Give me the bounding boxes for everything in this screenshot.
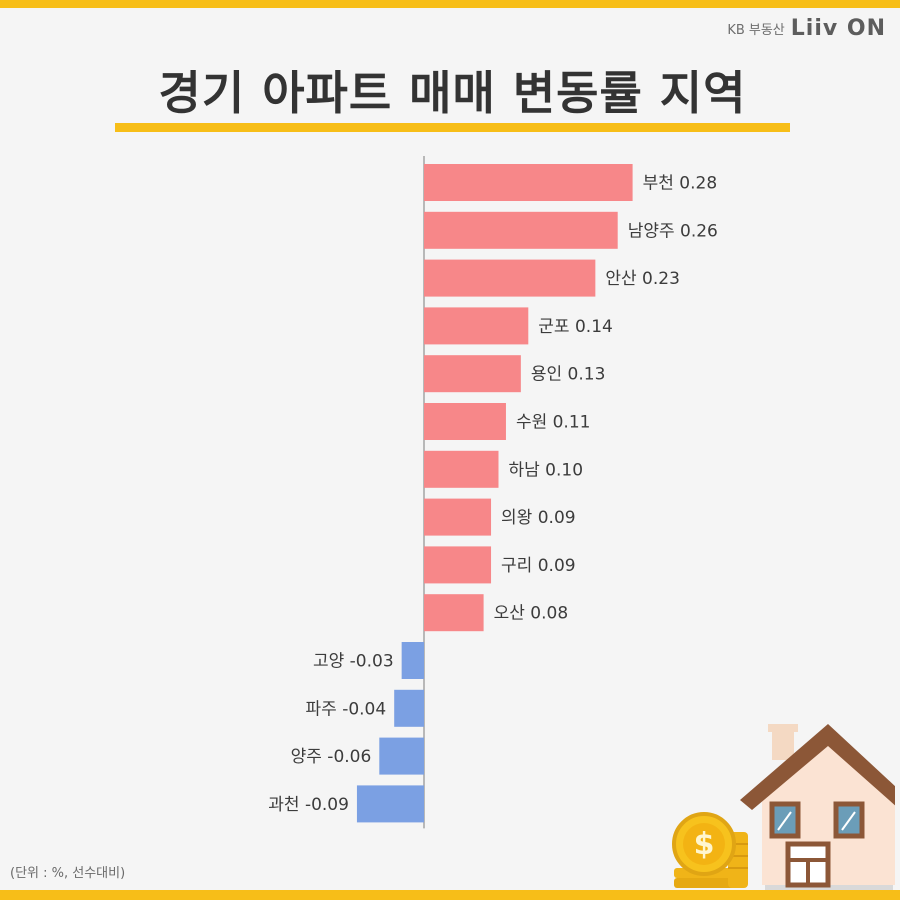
- bar-label-남양주: 남양주 0.26: [628, 221, 718, 241]
- bar-고양: [401, 642, 424, 679]
- bar-label-의왕: 의왕 0.09: [501, 508, 576, 528]
- bar-남양주: [424, 211, 618, 249]
- coin-stack-icon: $: [672, 812, 748, 888]
- brand-small-text: KB 부동산: [727, 23, 785, 38]
- page-title: 경기 아파트 매매 변동률 지역: [158, 66, 747, 120]
- bar-과천: [356, 785, 424, 823]
- bar-양주: [379, 737, 424, 775]
- bar-label-용인: 용인 0.13: [531, 365, 606, 385]
- bar-label-군포: 군포 0.14: [538, 317, 613, 337]
- bar-label-안산: 안산 0.23: [605, 269, 680, 289]
- bar-안산: [424, 259, 596, 297]
- bar-label-수원: 수원 0.11: [516, 413, 591, 433]
- bar-구리: [424, 546, 492, 584]
- bar-수원: [424, 403, 506, 440]
- bar-오산: [424, 594, 484, 632]
- bar-label-고양: 고양 -0.03: [313, 652, 394, 672]
- bar-label-하남: 하남 0.10: [509, 460, 584, 480]
- bar-군포: [424, 307, 529, 345]
- house-coins-illustration: $: [672, 724, 895, 895]
- title-underline: [115, 123, 790, 132]
- bar-파주: [394, 689, 424, 727]
- bar-label-과천: 과천 -0.09: [268, 795, 349, 815]
- bar-용인: [424, 355, 521, 393]
- bar-의왕: [424, 498, 492, 536]
- bar-label-오산: 오산 0.08: [494, 604, 569, 624]
- bar-label-양주: 양주 -0.06: [291, 747, 372, 767]
- brand-logo: Liiv ON: [790, 16, 886, 41]
- bar-부천: [424, 164, 633, 201]
- unit-note: (단위 : %, 선수대비): [10, 866, 126, 881]
- bottom-accent-bar: [0, 890, 900, 900]
- top-accent-bar: [0, 0, 900, 8]
- house-icon: [740, 724, 895, 895]
- title-block: 경기 아파트 매매 변동률 지역: [115, 62, 790, 132]
- bar-label-구리: 구리 0.09: [501, 556, 576, 576]
- bar-label-부천: 부천 0.28: [643, 174, 718, 194]
- bar-하남: [424, 450, 499, 488]
- svg-text:$: $: [694, 827, 715, 862]
- brand: KB 부동산 Liiv ON: [727, 16, 886, 41]
- bar-label-파주: 파주 -0.04: [306, 699, 387, 719]
